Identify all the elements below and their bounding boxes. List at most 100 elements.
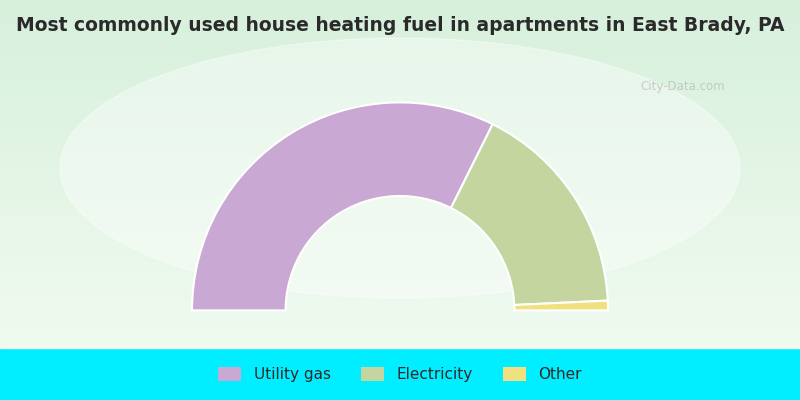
Bar (0, 233, 800, 237)
Bar (0, 278, 800, 282)
Bar (0, 98, 800, 101)
Bar (0, 181, 800, 184)
Bar (0, 156, 800, 160)
Bar (0, 247, 800, 250)
Bar (0, 0, 800, 4)
Bar (0, 108, 800, 111)
Bar (0, 244, 800, 247)
Bar (0, 296, 800, 299)
Wedge shape (451, 124, 608, 305)
Bar (0, 125, 800, 129)
Bar (0, 327, 800, 330)
Bar (0, 115, 800, 118)
Bar (0, 330, 800, 334)
Bar (0, 174, 800, 178)
Bar (0, 334, 800, 338)
Bar (0, 258, 800, 261)
Bar (0, 338, 800, 341)
Bar (0, 118, 800, 122)
Bar (0, 341, 800, 344)
Bar (0, 191, 800, 195)
Bar (0, 285, 800, 289)
Bar (0, 261, 800, 264)
Bar (0, 254, 800, 258)
Bar (0, 80, 800, 84)
Bar (0, 240, 800, 244)
Bar (0, 52, 800, 56)
Bar (0, 66, 800, 70)
Wedge shape (192, 102, 493, 310)
Bar (0, 153, 800, 156)
Bar (0, 139, 800, 143)
Bar (0, 324, 800, 327)
Bar (0, 160, 800, 164)
Bar (0, 94, 800, 98)
Bar (0, 216, 800, 219)
Bar (0, 17, 800, 21)
Ellipse shape (60, 38, 740, 298)
Bar (0, 7, 800, 10)
Bar (0, 167, 800, 170)
Bar (0, 70, 800, 73)
Bar (0, 170, 800, 174)
Bar (0, 219, 800, 223)
Bar (0, 31, 800, 35)
Bar (0, 87, 800, 90)
Bar (0, 223, 800, 226)
Text: Most commonly used house heating fuel in apartments in East Brady, PA: Most commonly used house heating fuel in… (16, 16, 784, 35)
Bar (0, 310, 800, 313)
Bar (0, 188, 800, 191)
Bar (0, 344, 800, 348)
Bar (0, 205, 800, 209)
Bar (0, 178, 800, 181)
Bar (0, 320, 800, 324)
Bar (0, 132, 800, 136)
Legend: Utility gas, Electricity, Other: Utility gas, Electricity, Other (212, 361, 588, 388)
Bar (0, 306, 800, 310)
Bar (0, 73, 800, 76)
Bar (0, 226, 800, 230)
Bar (0, 164, 800, 167)
Bar (0, 21, 800, 24)
Bar (0, 264, 800, 268)
Bar (0, 184, 800, 188)
Bar (0, 56, 800, 59)
Bar (0, 268, 800, 272)
Bar (0, 198, 800, 202)
Bar (0, 84, 800, 87)
Bar (0, 4, 800, 7)
Bar (0, 195, 800, 198)
Bar (0, 136, 800, 139)
Bar (0, 76, 800, 80)
Bar (0, 10, 800, 14)
Bar (0, 348, 800, 400)
Bar (0, 90, 800, 94)
Bar (0, 282, 800, 285)
Bar (0, 313, 800, 317)
Bar (0, 14, 800, 17)
Bar (0, 292, 800, 296)
Bar (0, 230, 800, 233)
Bar (0, 146, 800, 150)
Bar (0, 49, 800, 52)
Text: City-Data.com: City-Data.com (640, 80, 725, 93)
Bar (0, 59, 800, 63)
Bar (0, 24, 800, 28)
Bar (0, 317, 800, 320)
Bar (0, 275, 800, 278)
Bar (0, 303, 800, 306)
Bar (0, 122, 800, 125)
Bar (0, 35, 800, 38)
Bar (0, 143, 800, 146)
Bar (0, 150, 800, 153)
Bar (0, 101, 800, 104)
Bar (0, 42, 800, 45)
Bar (0, 209, 800, 212)
Bar (0, 104, 800, 108)
Bar (0, 250, 800, 254)
Bar (0, 212, 800, 216)
Bar (0, 45, 800, 49)
Bar (0, 28, 800, 31)
Bar (0, 38, 800, 42)
Bar (0, 272, 800, 275)
